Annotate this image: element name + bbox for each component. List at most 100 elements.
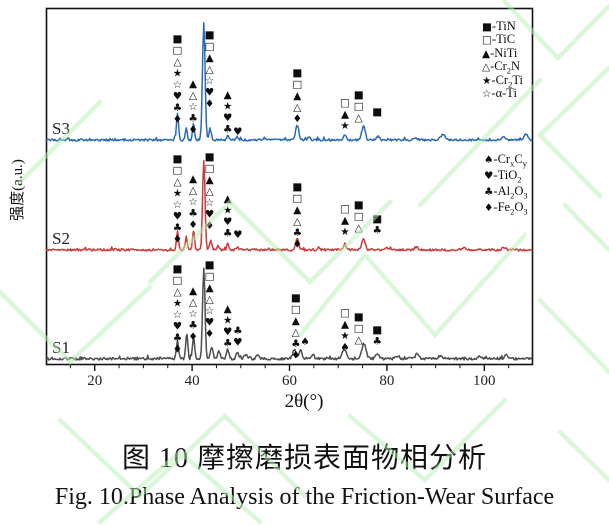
legend-entry: ■-TiN — [482, 19, 516, 33]
series-label-S2: S2 — [52, 229, 70, 248]
phase-marker: △ — [206, 186, 215, 198]
phase-marker: ▲ — [189, 78, 198, 90]
phase-marker: ■ — [291, 292, 301, 304]
phase-marker: ♠ — [340, 342, 349, 354]
phase-marker: ♦ — [205, 328, 214, 340]
phase-marker: ♦ — [205, 98, 214, 110]
legend-symbol: ♣ — [484, 186, 494, 198]
legend-entry: ♦-Fe2O3 — [484, 200, 528, 217]
phase-marker: ♥ — [223, 112, 232, 124]
legend-symbol: ☆ — [482, 88, 492, 101]
legend-symbol: ■ — [482, 21, 492, 33]
phase-marker: ♣ — [173, 222, 182, 234]
phase-marker: □ — [354, 211, 364, 223]
xrd-trace-S3 — [45, 22, 533, 142]
legend-symbol: ▲ — [482, 47, 491, 60]
phase-marker: ♦ — [173, 114, 182, 126]
phase-marker: ■ — [205, 29, 215, 41]
phase-marker: ▲ — [293, 90, 302, 102]
caption-english: Fig. 10.Phase Analysis of the Friction-W… — [54, 484, 555, 510]
phase-marker: ★ — [340, 120, 349, 132]
phase-marker: ★ — [173, 188, 182, 200]
phase-marker: ■ — [354, 311, 364, 323]
phase-marker: ■ — [372, 324, 382, 336]
phase-marker: ▲ — [224, 89, 233, 101]
legend-symbol: ♥ — [484, 170, 494, 182]
phase-marker: ★ — [173, 298, 182, 310]
phase-marker: ♣ — [223, 124, 232, 136]
phase-marker: ♦ — [173, 234, 182, 246]
legend-symbol: ★ — [482, 74, 492, 87]
phase-marker: ♣ — [223, 338, 232, 350]
phase-marker: □ — [291, 304, 301, 316]
phase-marker: △ — [189, 297, 198, 309]
phase-marker: ▲ — [206, 52, 215, 64]
phase-marker: ♦ — [173, 344, 182, 356]
phase-marker: ♦ — [293, 113, 302, 125]
legend-entry: ☆-α-Ti — [482, 86, 517, 101]
phase-marker: ☆ — [205, 197, 214, 209]
phase-marker: △ — [173, 56, 182, 68]
phase-marker: ♣ — [223, 228, 232, 240]
phase-marker: ■ — [173, 33, 183, 45]
legend-secondary-phases: ♠-CrxCy ♥-TiO2 ♣-Al2O3 ♦-Fe2O3 — [484, 152, 528, 216]
phase-marker: ♦ — [205, 220, 214, 232]
phase-marker: ■ — [292, 181, 302, 193]
phase-marker: ♥ — [223, 216, 232, 228]
xrd-trace-S2 — [45, 160, 533, 252]
phase-marker: ☆ — [173, 79, 182, 91]
phase-marker: ■ — [205, 151, 215, 163]
phase-marker: △ — [355, 112, 364, 124]
phase-marker: ☆ — [173, 309, 182, 321]
phase-marker: △ — [173, 176, 182, 188]
phase-marker: ▲ — [189, 173, 198, 185]
legend-entry: ★-Cr2Ti — [482, 72, 524, 90]
x-tick-label: 40 — [185, 373, 200, 389]
legend-symbol: ♠ — [484, 154, 494, 166]
legend-entry: □-TiC — [482, 32, 516, 47]
phase-marker: ★ — [173, 68, 182, 80]
legend-entry: ▲-NiTi — [482, 45, 518, 60]
phase-marker: ♥ — [173, 211, 182, 223]
phase-marker: △ — [173, 286, 182, 298]
x-tick-label: 60 — [282, 373, 297, 389]
caption-chinese: 图 10 摩擦磨损表面物相分析 — [121, 443, 487, 474]
phase-marker: ♥ — [173, 321, 182, 333]
phase-marker: □ — [340, 307, 350, 319]
phase-marker: △ — [293, 102, 302, 114]
series-label-S3: S3 — [52, 119, 70, 138]
phase-marker: △ — [355, 222, 364, 234]
phase-marker: ■ — [173, 263, 183, 275]
phase-marker: □ — [205, 41, 215, 53]
phase-marker: △ — [292, 327, 301, 339]
xrd-chart: 20 40 60 80 100 S3 ■ □ △ ★ ☆ ♥ ♣ ♦ ▲ △ ☆ ♣ ♦ ■ □ ▲ △ ☆ ♥ ♦ ▲ ★ ♥ ♣ ♥ ■ □… — [9, 7, 534, 412]
phase-marker: □ — [292, 193, 302, 205]
phase-marker: ♥ — [233, 337, 242, 349]
phase-marker: □ — [205, 163, 215, 175]
phase-marker: □ — [340, 97, 350, 109]
phase-marker: ♣ — [188, 320, 197, 332]
phase-marker: ♥ — [205, 209, 214, 221]
legend-entry: △-Cr2N — [482, 59, 521, 76]
phase-marker: □ — [173, 275, 183, 287]
phase-marker: ■ — [205, 259, 215, 271]
phase-marker: ♦ — [188, 219, 197, 231]
phase-marker: ★ — [223, 205, 232, 217]
phase-marker: ▲ — [224, 193, 233, 205]
phase-marker: ♣ — [173, 102, 182, 114]
series-label-S1: S1 — [52, 338, 70, 357]
phase-marker: △ — [355, 334, 364, 346]
phase-marker: □ — [292, 79, 302, 91]
legend-symbol: ♦ — [484, 202, 494, 214]
phase-marker: ★ — [340, 226, 349, 238]
phase-marker: □ — [205, 271, 215, 283]
plot-frame — [45, 7, 534, 366]
phase-marker: ♥ — [205, 317, 214, 329]
phase-marker: ♠ — [300, 336, 309, 348]
phase-marker: △ — [189, 90, 198, 102]
phase-marker: ♣ — [233, 325, 242, 337]
phase-marker: ■ — [372, 213, 382, 225]
phase-marker: ☆ — [188, 196, 197, 208]
phase-marker: ☆ — [173, 199, 182, 211]
phase-marker: ♣ — [293, 227, 302, 239]
